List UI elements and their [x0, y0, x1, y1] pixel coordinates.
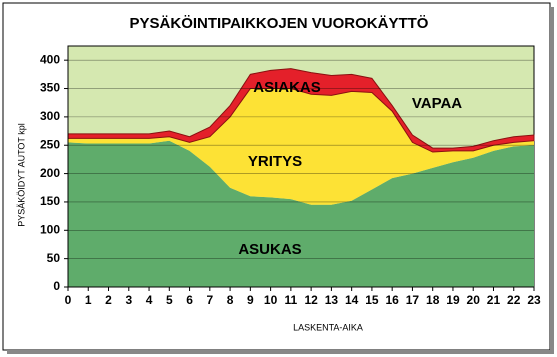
x-tick-label: 14	[345, 293, 359, 307]
x-tick-label: 0	[65, 293, 72, 307]
y-tick-label: 0	[53, 279, 60, 293]
chart-title: PYSÄKÖINTIPAIKKOJEN VUOROKÄYTTÖ	[130, 15, 429, 32]
area	[68, 140, 534, 287]
x-tick-label: 20	[467, 293, 481, 307]
x-axis-label: LASKENTA-AIKA	[293, 322, 363, 332]
y-tick-label: 200	[40, 166, 60, 180]
x-tick-label: 7	[206, 293, 213, 307]
x-tick-label: 21	[487, 293, 501, 307]
y-tick-label: 50	[47, 251, 61, 265]
x-tick-label: 12	[304, 293, 318, 307]
y-axis-label: PYSÄKÖIDYT AUTOT kpl	[16, 123, 26, 227]
area	[68, 88, 534, 205]
x-tick-label: 3	[125, 293, 132, 307]
x-tick-label: 10	[264, 293, 278, 307]
x-tick-label: 18	[426, 293, 440, 307]
x-tick-label: 4	[146, 293, 153, 307]
y-tick-label: 350	[40, 81, 60, 95]
x-tick-label: 11	[285, 293, 298, 307]
y-tick-label: 100	[40, 222, 60, 236]
series-label: ASIAKAS	[253, 79, 321, 96]
x-tick-label: 5	[166, 293, 173, 307]
x-tick-label: 13	[325, 293, 339, 307]
annotation: VAPAA	[412, 95, 462, 112]
x-tick-label: 17	[406, 293, 420, 307]
area	[67, 68, 535, 153]
x-tick-label: 8	[227, 293, 234, 307]
y-tick-label: 250	[40, 137, 60, 151]
x-tick-label: 23	[527, 293, 541, 307]
x-tick-label: 19	[446, 293, 460, 307]
shadow	[550, 7, 554, 353]
series-label: YRITYS	[248, 153, 302, 170]
y-tick-label: 400	[40, 52, 60, 66]
series-label: ASUKAS	[238, 241, 301, 258]
x-tick-label: 16	[385, 293, 399, 307]
y-tick-label: 300	[40, 109, 60, 123]
x-tick-label: 1	[85, 293, 92, 307]
x-tick-label: 9	[247, 293, 254, 307]
shadow	[7, 350, 554, 354]
x-tick-label: 22	[507, 293, 521, 307]
y-tick-label: 150	[40, 194, 60, 208]
x-tick-label: 2	[105, 293, 112, 307]
x-tick-label: 6	[186, 293, 193, 307]
x-tick-label: 15	[365, 293, 379, 307]
